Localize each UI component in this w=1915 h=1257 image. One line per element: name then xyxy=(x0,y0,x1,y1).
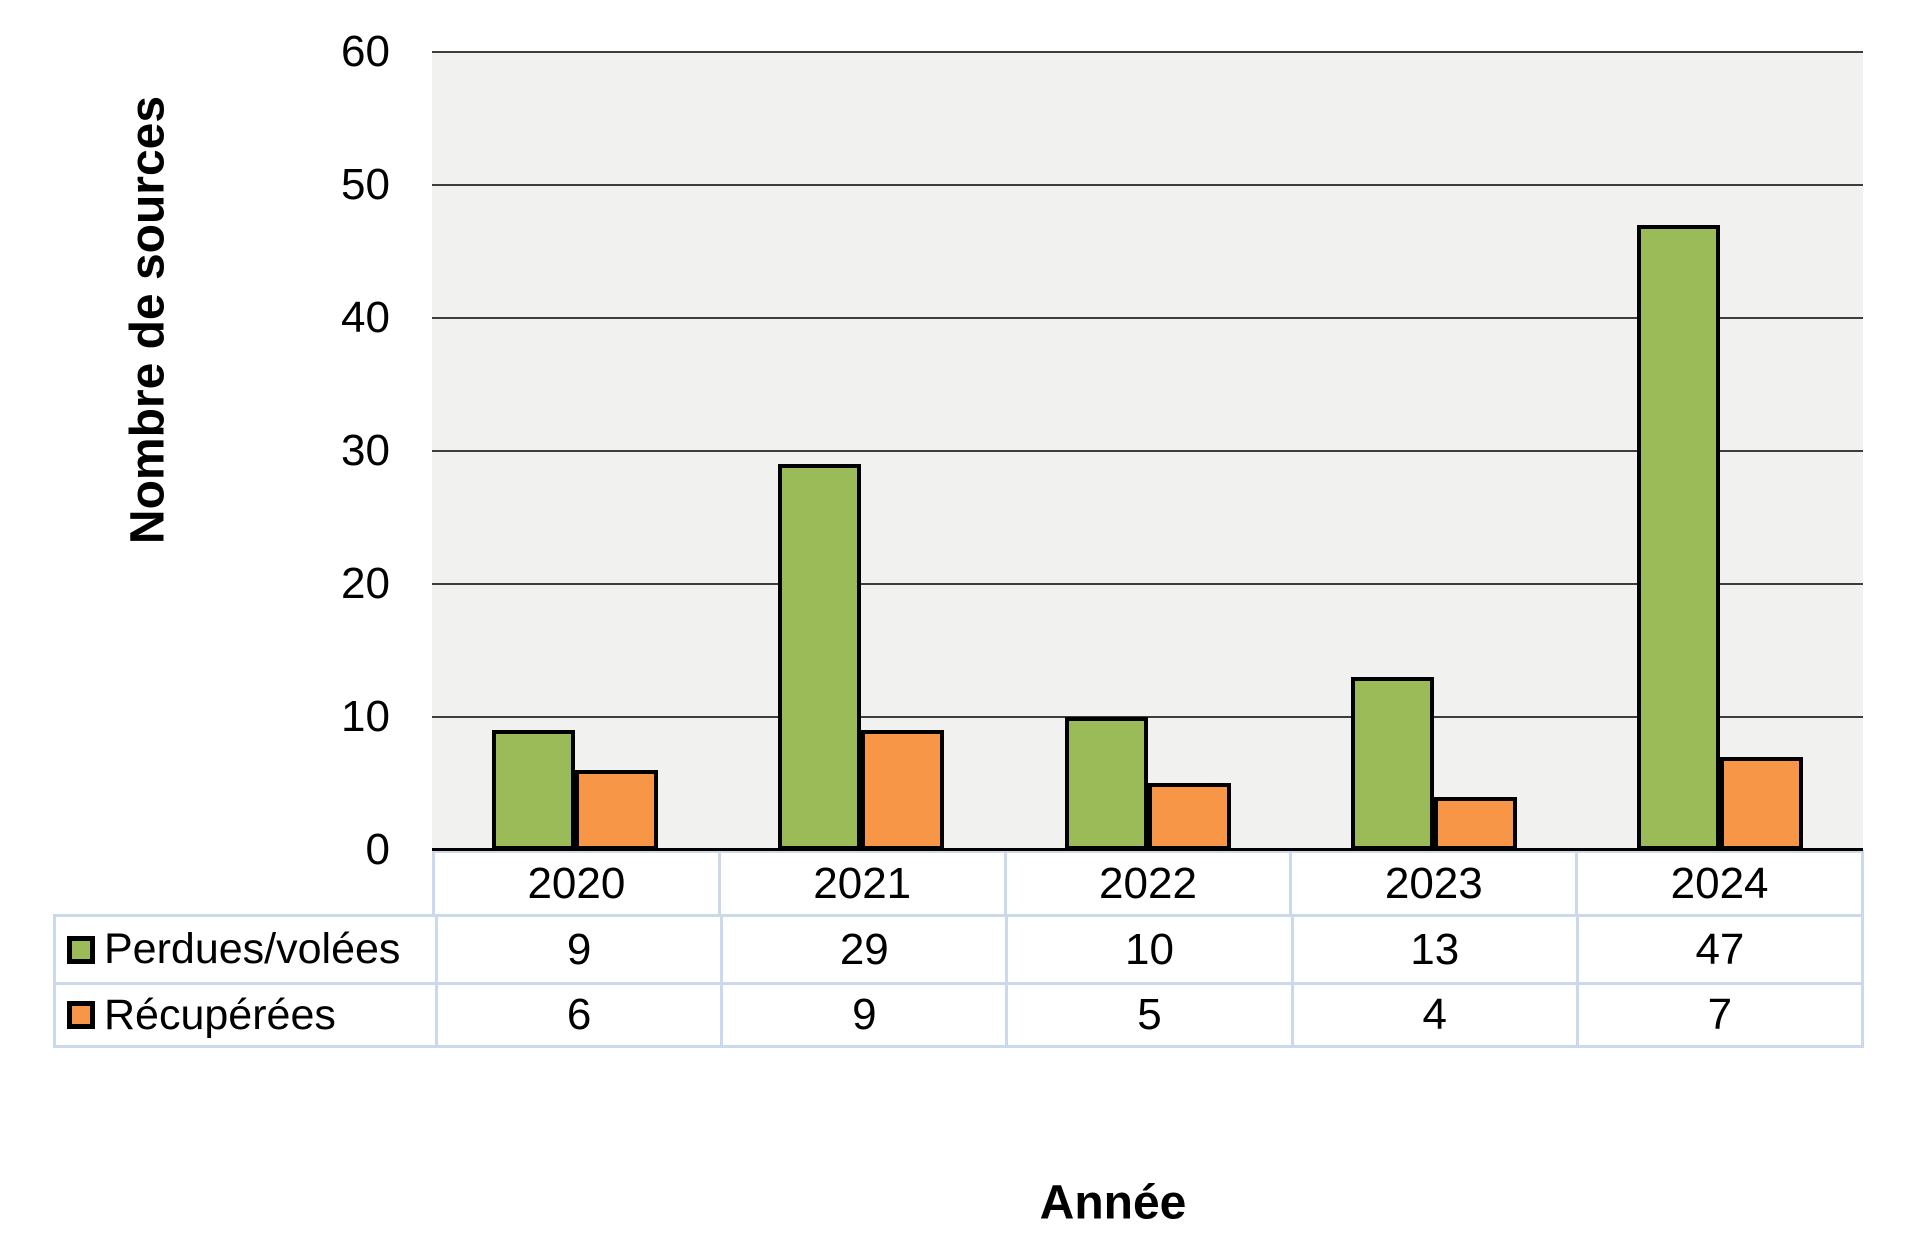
value-cell-2020: 6 xyxy=(435,985,721,1045)
category-label-2023: 2023 xyxy=(1289,853,1576,914)
value-cell-2022: 5 xyxy=(1005,985,1291,1045)
legend-label-perdues-volees: Perdues/volées xyxy=(104,925,401,973)
legend-label-recuperees: Récupérées xyxy=(104,990,336,1039)
gridline-20 xyxy=(432,583,1863,585)
bar-recuperees-2021 xyxy=(861,730,944,850)
category-label-2022: 2022 xyxy=(1003,853,1290,914)
value-cell-2020: 9 xyxy=(435,917,721,982)
bar-perdues-volees-2023 xyxy=(1351,677,1434,850)
data-table: 2020 2021 2022 2023 2024 Perdues/volées 9 29 1… xyxy=(53,850,1864,1048)
value-cell-2021: 29 xyxy=(720,917,1006,982)
bar-perdues-volees-2022 xyxy=(1065,717,1148,850)
bar-perdues-volees-2021 xyxy=(778,464,861,850)
category-label-2021: 2021 xyxy=(717,853,1004,914)
gridline-40 xyxy=(432,317,1863,319)
bar-recuperees-2024 xyxy=(1720,757,1803,850)
value-cell-2024: 47 xyxy=(1575,917,1862,982)
plot-area xyxy=(432,51,1863,851)
category-label-2020: 2020 xyxy=(435,853,718,914)
gridline-30 xyxy=(432,450,1863,452)
value-cell-2023: 13 xyxy=(1290,917,1576,982)
y-tick-label: 0 xyxy=(365,825,390,874)
gridline-50 xyxy=(432,184,1863,186)
table-row-perdues-volees: Perdues/volées 9 29 10 13 47 xyxy=(53,914,1864,982)
bar-perdues-volees-2024 xyxy=(1637,225,1720,850)
gridline-60 xyxy=(432,51,1863,53)
bar-recuperees-2022 xyxy=(1148,783,1231,850)
x-axis-line xyxy=(432,848,1863,851)
y-tick-label: 50 xyxy=(341,160,390,209)
y-axis-tick-labels: 0 10 20 30 40 50 60 xyxy=(0,30,390,872)
bar-recuperees-2020 xyxy=(575,770,658,850)
value-cell-2022: 10 xyxy=(1005,917,1291,982)
y-tick-label: 60 xyxy=(341,27,390,76)
x-axis-title: Année xyxy=(1039,1176,1187,1230)
y-tick-label: 40 xyxy=(341,293,390,342)
bar-recuperees-2023 xyxy=(1434,797,1517,850)
y-tick-label: 10 xyxy=(341,692,390,741)
category-header-row: 2020 2021 2022 2023 2024 xyxy=(432,850,1864,914)
category-label-2024: 2024 xyxy=(1575,853,1861,914)
y-tick-label: 30 xyxy=(341,426,390,475)
value-cell-2021: 9 xyxy=(720,985,1006,1045)
value-cell-2023: 4 xyxy=(1290,985,1576,1045)
legend-key-recuperees-icon xyxy=(67,1001,95,1029)
legend-key-perdues-volees-icon xyxy=(67,935,95,964)
legend-item-perdues-volees: Perdues/volées xyxy=(56,917,435,982)
bar-perdues-volees-2020 xyxy=(492,730,575,850)
y-tick-label: 20 xyxy=(341,559,390,608)
value-cell-2024: 7 xyxy=(1575,985,1862,1045)
legend-item-recuperees: Récupérées xyxy=(56,985,435,1045)
